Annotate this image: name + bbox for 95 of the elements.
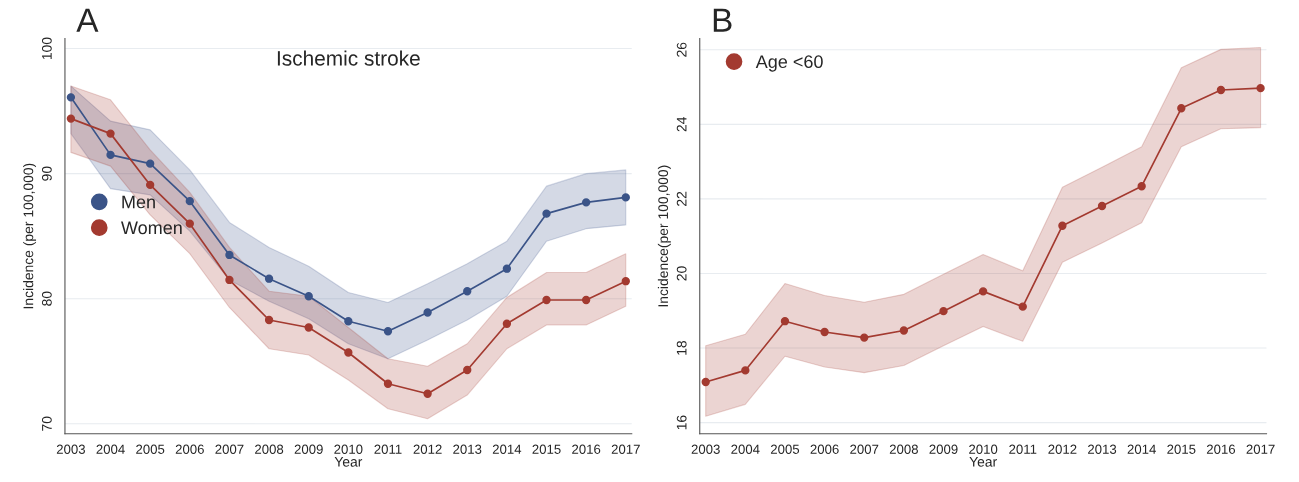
x-tick-label: 2016 bbox=[1206, 444, 1236, 454]
x-tick-label: 2008 bbox=[255, 444, 284, 454]
x-tick-label: 2010 bbox=[969, 444, 998, 454]
legend-label: Men bbox=[122, 195, 155, 209]
x-tick-label: 2010 bbox=[334, 444, 363, 454]
point bbox=[106, 129, 115, 138]
point bbox=[939, 306, 948, 316]
chart-title: Ischemic stroke bbox=[277, 50, 420, 66]
point bbox=[383, 379, 393, 388]
x-tick-label: 2003 bbox=[56, 444, 85, 454]
point bbox=[383, 327, 393, 336]
x-tick-label: 2008 bbox=[889, 444, 918, 454]
point bbox=[542, 209, 551, 218]
x-axis-title: Year bbox=[969, 457, 997, 467]
x-tick-label: 2004 bbox=[731, 444, 760, 454]
y-tick-label: 100 bbox=[41, 37, 52, 60]
x-tick-label: 2005 bbox=[770, 444, 800, 454]
point bbox=[463, 287, 472, 296]
point bbox=[185, 219, 194, 228]
x-tick-label: 2015 bbox=[532, 444, 561, 454]
point bbox=[66, 114, 76, 123]
point bbox=[264, 274, 274, 283]
y-axis-title: Incidence (per 100,000) bbox=[23, 163, 37, 309]
point bbox=[701, 377, 710, 387]
x-tick-label: 2007 bbox=[850, 444, 879, 454]
point bbox=[621, 193, 630, 202]
point bbox=[106, 150, 115, 160]
point bbox=[621, 277, 630, 286]
x-tick-label: 2011 bbox=[374, 444, 402, 454]
point bbox=[780, 317, 790, 326]
x-tick-label: 2014 bbox=[1127, 444, 1156, 454]
x-tick-label: 2003 bbox=[691, 444, 720, 454]
x-tick-label: 2012 bbox=[413, 444, 442, 454]
y-tick-label: 22 bbox=[676, 191, 687, 206]
y-tick-label: 18 bbox=[676, 340, 687, 355]
point bbox=[978, 287, 988, 296]
point bbox=[225, 275, 234, 285]
text: A bbox=[76, 8, 99, 32]
y-tick-label: 70 bbox=[41, 416, 52, 431]
y-tick-label: 80 bbox=[41, 291, 52, 306]
x-tick-label: 2006 bbox=[175, 444, 204, 454]
x-tick-label: 2017 bbox=[1246, 444, 1275, 454]
point bbox=[344, 348, 353, 357]
legend-label: Women bbox=[121, 221, 182, 235]
x-tick-label: 2004 bbox=[96, 444, 125, 454]
x-tick-label: 2009 bbox=[929, 444, 958, 454]
point bbox=[502, 319, 512, 328]
point bbox=[1177, 104, 1186, 113]
x-tick-label: 2013 bbox=[1088, 444, 1117, 454]
point bbox=[860, 333, 869, 342]
x-tick-label: 2007 bbox=[215, 444, 244, 454]
point bbox=[423, 308, 432, 317]
point bbox=[66, 93, 76, 102]
point bbox=[581, 198, 591, 207]
text: B bbox=[713, 8, 732, 32]
point bbox=[741, 366, 750, 375]
point bbox=[502, 264, 512, 273]
y-tick-label: 20 bbox=[676, 266, 687, 281]
x-tick-label: 2005 bbox=[136, 444, 165, 454]
point bbox=[304, 292, 313, 301]
point bbox=[1137, 182, 1146, 191]
x-tick-label: 2011 bbox=[1009, 444, 1037, 454]
point bbox=[820, 327, 829, 337]
point bbox=[1216, 85, 1226, 95]
x-tick-label: 2006 bbox=[810, 444, 839, 454]
y-tick-label: 16 bbox=[676, 415, 687, 430]
point bbox=[463, 365, 472, 375]
point bbox=[145, 159, 155, 168]
point bbox=[542, 295, 551, 305]
y-tick-label: 24 bbox=[676, 117, 687, 132]
y-tick-label: 26 bbox=[676, 42, 687, 57]
x-tick-label: 2014 bbox=[492, 444, 522, 454]
x-tick-label: 2009 bbox=[294, 444, 323, 454]
point bbox=[225, 250, 234, 260]
point bbox=[304, 323, 313, 332]
point bbox=[423, 389, 432, 398]
y-axis-title: Incidence(per 100,000) bbox=[657, 165, 671, 307]
point bbox=[1058, 221, 1067, 230]
point bbox=[1018, 302, 1027, 311]
point bbox=[581, 295, 591, 305]
x-tick-label: 2016 bbox=[572, 444, 601, 454]
x-tick-label: 2015 bbox=[1167, 444, 1196, 454]
point bbox=[344, 317, 353, 326]
y-tick-label: 90 bbox=[41, 166, 52, 181]
legend-label: Age <60 bbox=[755, 55, 823, 72]
point bbox=[185, 196, 194, 206]
x-tick-label: 2017 bbox=[611, 444, 640, 454]
point bbox=[899, 326, 909, 335]
x-tick-label: 2012 bbox=[1048, 444, 1077, 454]
point bbox=[145, 180, 155, 190]
point bbox=[1256, 83, 1265, 93]
point bbox=[264, 315, 274, 325]
point bbox=[1097, 201, 1107, 211]
x-axis-title: Year bbox=[334, 457, 363, 467]
x-tick-label: 2013 bbox=[453, 444, 482, 454]
